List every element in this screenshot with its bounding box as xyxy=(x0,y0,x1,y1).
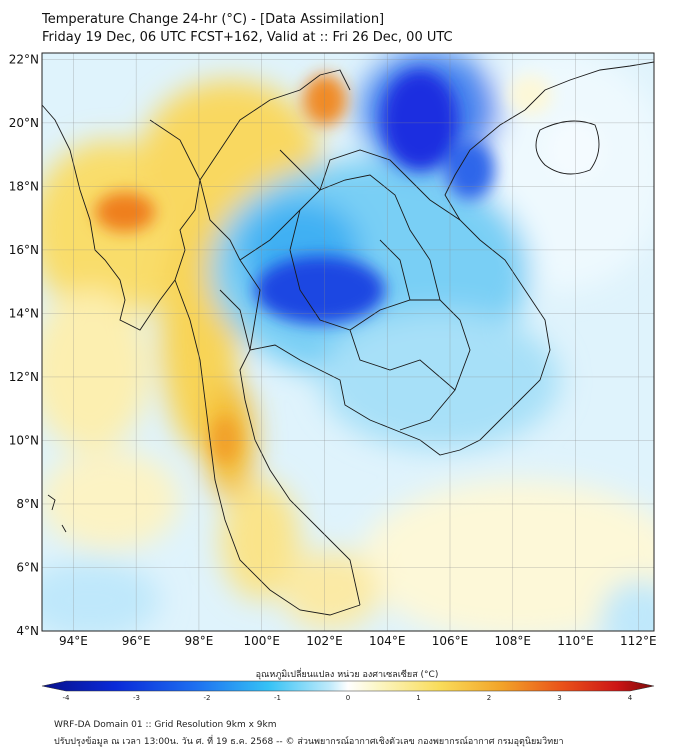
lon-tick-label: 108°E xyxy=(495,634,532,648)
lon-tick-label: 94°E xyxy=(59,634,88,648)
footer-credit: ปรับปรุงข้อมูล ณ เวลา 13:00น. วัน ศ. ที่… xyxy=(54,737,564,747)
lat-tick-label: 10°N xyxy=(9,433,39,447)
longitude-tick-labels: 94°E 96°E 98°E 100°E 102°E 104°E 106°E 108°E 110… xyxy=(59,634,657,648)
lon-tick-label: 110°E xyxy=(557,634,594,648)
colorbar-tick-label: 1 xyxy=(416,694,420,702)
lat-tick-label: 22°N xyxy=(9,52,39,66)
colorbar-gradient xyxy=(41,680,655,692)
colorbar-title: อุณหภูมิเปลี่ยนแปลง หน่วย องศาเซลเซียส (… xyxy=(256,667,439,680)
colorbar-tick-label: -3 xyxy=(133,694,140,702)
plot-frame xyxy=(41,52,655,632)
lon-tick-label: 96°E xyxy=(122,634,151,648)
lat-tick-label: 20°N xyxy=(9,116,39,130)
map-subtitle: Friday 19 Dec, 06 UTC FCST+162, Valid at… xyxy=(42,30,453,45)
lon-tick-label: 100°E xyxy=(243,634,280,648)
colorbar-tick-label: 3 xyxy=(557,694,561,702)
lat-tick-label: 18°N xyxy=(9,179,39,193)
map-title: Temperature Change 24-hr (°C) - [Data As… xyxy=(42,12,385,27)
lat-tick-label: 14°N xyxy=(9,306,39,320)
lat-tick-label: 12°N xyxy=(9,370,39,384)
lat-tick-label: 4°N xyxy=(16,624,39,638)
graticule xyxy=(42,53,654,632)
colorbar-tick-label: 2 xyxy=(487,694,491,702)
colorbar-tick-label: -4 xyxy=(63,694,71,702)
footer-model-info: WRF-DA Domain 01 :: Grid Resolution 9km … xyxy=(54,720,277,730)
colorbar-tick-label: 4 xyxy=(628,694,633,702)
colorbar-tick-label: 0 xyxy=(346,694,350,702)
lat-tick-label: 6°N xyxy=(16,560,39,574)
temperature-change-map: 94°E 96°E 98°E 100°E 102°E 104°E 106°E 108°E 110… xyxy=(9,52,657,702)
lon-tick-label: 106°E xyxy=(432,634,469,648)
lon-tick-label: 104°E xyxy=(369,634,406,648)
lon-tick-label: 102°E xyxy=(306,634,343,648)
lat-tick-label: 8°N xyxy=(16,497,39,511)
lon-tick-label: 98°E xyxy=(184,634,213,648)
colorbar-tick-label: -2 xyxy=(204,694,211,702)
latitude-tick-labels: 4°N 6°N 8°N 10°N 12°N 14°N 16°N 18°N 20°N 22°N xyxy=(9,52,39,638)
colorbar-tick-label: -1 xyxy=(274,694,281,702)
lat-tick-label: 16°N xyxy=(9,243,39,257)
temperature-field xyxy=(42,53,654,631)
lon-tick-label: 112°E xyxy=(620,634,657,648)
country-borders xyxy=(42,61,654,616)
colorbar: อุณหภูมิเปลี่ยนแปลง หน่วย องศาเซลเซียส (… xyxy=(41,667,655,702)
